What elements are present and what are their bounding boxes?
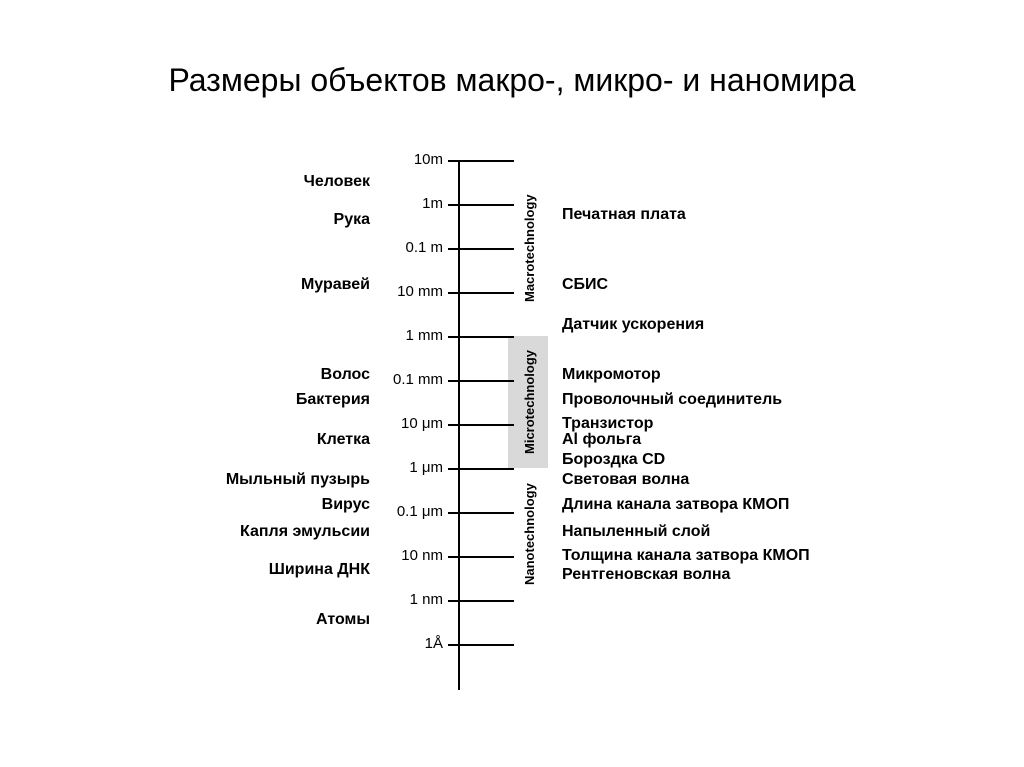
left-scale-item: Клетка [317, 431, 370, 449]
right-scale-item: Рентгеновская волна [562, 566, 730, 584]
scale-tick [458, 204, 514, 206]
scale-tick-label: 1Å [425, 635, 443, 652]
left-scale-item: Вирус [322, 496, 370, 514]
scale-tick [458, 512, 514, 514]
right-scale-item: Микромотор [562, 366, 661, 384]
right-scale-item: Датчик ускорения [562, 316, 704, 334]
scale-tick [458, 468, 514, 470]
scale-tick [458, 424, 514, 426]
scale-tick [458, 644, 514, 646]
scale-tick-label: 10 mm [397, 283, 443, 300]
right-scale-item: Толщина канала затвора КМОП [562, 547, 810, 565]
left-scale-item: Капля эмульсии [240, 523, 370, 541]
right-scale-item: Проволочный соединитель [562, 391, 782, 409]
tech-label: Macrotechnology [522, 160, 538, 336]
left-scale-item: Муравей [301, 276, 370, 294]
right-scale-item: Al фольга [562, 431, 641, 449]
scale-tick-label: 10m [414, 151, 443, 168]
scale-tick [458, 160, 514, 162]
left-scale-item: Бактерия [296, 391, 370, 409]
scale-tick [458, 380, 514, 382]
left-scale-item: Человек [304, 173, 370, 191]
tech-label: Nanotechnology [522, 468, 538, 600]
right-scale-item: Бороздка CD [562, 451, 665, 469]
left-scale-item: Волос [321, 366, 370, 384]
left-scale-item: Атомы [316, 611, 370, 629]
scale-tick-label: 10 μm [401, 415, 443, 432]
scale-tick-label: 0.1 mm [393, 371, 443, 388]
scale-tick-label: 1 mm [406, 327, 444, 344]
scale-tick-label: 1m [422, 195, 443, 212]
page-title: Размеры объектов макро-, микро- и наноми… [0, 62, 1024, 99]
scale-tick-label: 10 nm [401, 547, 443, 564]
scale-tick [458, 292, 514, 294]
right-scale-item: Печатная плата [562, 206, 686, 224]
scale-tick [458, 556, 514, 558]
scale-diagram: MacrotechnologyMicrotechnologyNanotechno… [0, 160, 1024, 730]
scale-tick-label: 1 μm [409, 459, 443, 476]
right-scale-item: СБИС [562, 276, 608, 294]
left-scale-item: Ширина ДНК [269, 561, 370, 579]
scale-tick [458, 336, 514, 338]
scale-tick-label: 0.1 μm [397, 503, 443, 520]
right-scale-item: Напыленный слой [562, 523, 710, 541]
right-scale-item: Длина канала затвора КМОП [562, 496, 789, 514]
right-scale-item: Световая волна [562, 471, 689, 489]
left-scale-item: Рука [334, 211, 370, 229]
left-scale-item: Мыльный пузырь [226, 471, 370, 489]
scale-tick [458, 248, 514, 250]
tech-label: Microtechnology [522, 336, 538, 468]
scale-tick [458, 600, 514, 602]
scale-tick-label: 1 nm [410, 591, 443, 608]
scale-tick-label: 0.1 m [405, 239, 443, 256]
